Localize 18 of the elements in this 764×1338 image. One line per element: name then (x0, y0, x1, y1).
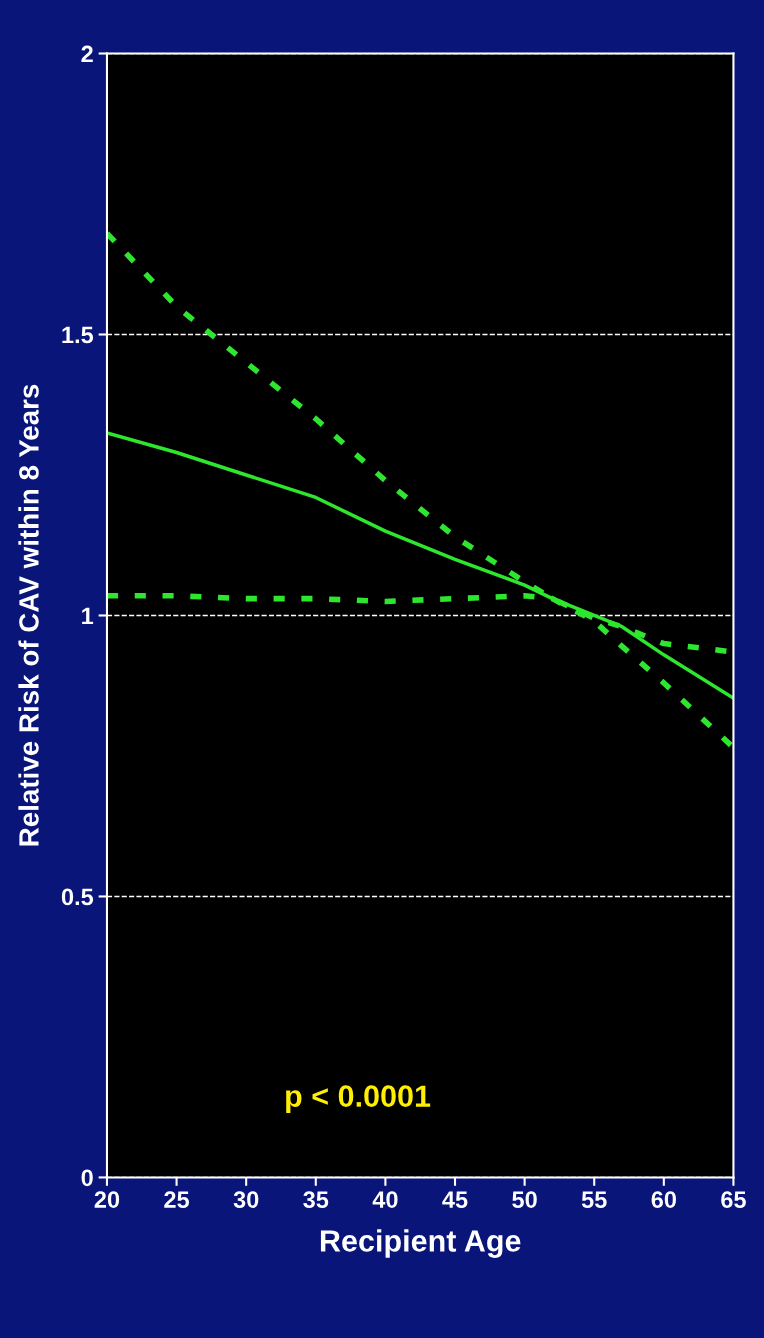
y-tick-label: 0 (81, 1169, 93, 1187)
x-tick-label: 30 (233, 1191, 259, 1209)
x-tick-label: 50 (512, 1191, 537, 1208)
y-tick-label: 1 (82, 607, 94, 625)
y-tick-label: 0.5 (61, 888, 94, 906)
annotation: p < 0.0001 (286, 1085, 431, 1114)
x-tick-label: 35 (303, 1191, 329, 1209)
y-tick-label: 1.5 (62, 326, 94, 344)
x-tick-label: 20 (94, 1191, 120, 1208)
x-tick-label: 65 (721, 1191, 746, 1208)
x-tick-label: 45 (442, 1191, 468, 1208)
x-tick-label: 60 (651, 1191, 676, 1208)
y-axis-title: Relative Risk of CAV within 8 Years (18, 384, 39, 846)
y-tick-label: 2 (81, 45, 93, 63)
x-tick-label: 55 (581, 1191, 607, 1208)
x-axis-title: Recipient Age (320, 1229, 521, 1258)
x-tick-label: 25 (164, 1191, 190, 1208)
x-tick-label: 40 (372, 1191, 398, 1208)
